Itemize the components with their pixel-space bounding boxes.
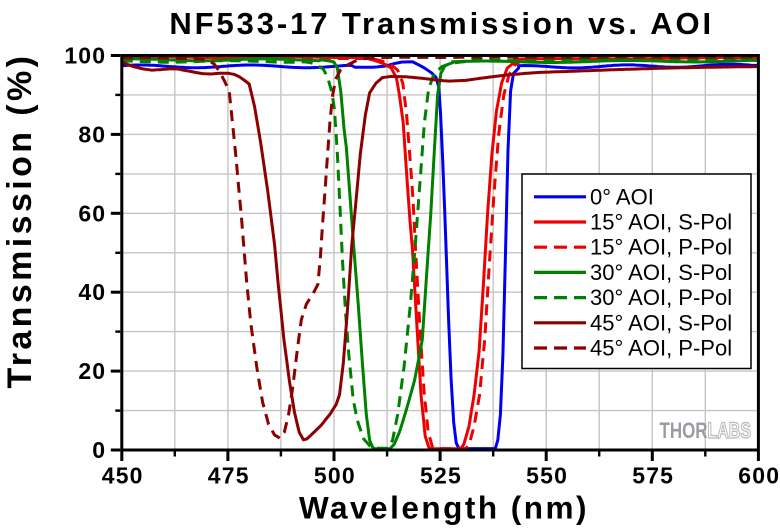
- svg-text:THOR: THOR: [660, 418, 708, 443]
- svg-text:Transmission (%): Transmission (%): [1, 53, 39, 389]
- svg-text:575: 575: [632, 463, 674, 489]
- svg-text:60: 60: [78, 200, 106, 226]
- svg-text:LABS: LABS: [708, 418, 752, 443]
- svg-text:600: 600: [738, 463, 780, 489]
- svg-text:30° AOI, P-Pol: 30° AOI, P-Pol: [590, 285, 732, 310]
- svg-text:525: 525: [420, 463, 462, 489]
- svg-text:100: 100: [64, 43, 106, 69]
- svg-text:450: 450: [102, 463, 144, 489]
- svg-text:20: 20: [78, 358, 106, 384]
- svg-text:40: 40: [78, 279, 106, 305]
- svg-text:0: 0: [92, 437, 106, 463]
- svg-text:45° AOI, P-Pol: 45° AOI, P-Pol: [590, 336, 732, 361]
- svg-text:45° AOI, S-Pol: 45° AOI, S-Pol: [590, 310, 732, 335]
- svg-text:0° AOI: 0° AOI: [590, 184, 654, 209]
- svg-text:500: 500: [314, 463, 356, 489]
- svg-text:80: 80: [78, 121, 106, 147]
- svg-text:475: 475: [208, 463, 250, 489]
- svg-text:NF533-17 Transmission vs. AOI: NF533-17 Transmission vs. AOI: [169, 6, 714, 41]
- svg-text:15° AOI, P-Pol: 15° AOI, P-Pol: [590, 235, 732, 260]
- svg-text:30° AOI, S-Pol: 30° AOI, S-Pol: [590, 260, 732, 285]
- svg-text:15° AOI, S-Pol: 15° AOI, S-Pol: [590, 210, 732, 235]
- svg-text:550: 550: [526, 463, 568, 489]
- svg-text:Wavelength (nm): Wavelength (nm): [299, 490, 589, 526]
